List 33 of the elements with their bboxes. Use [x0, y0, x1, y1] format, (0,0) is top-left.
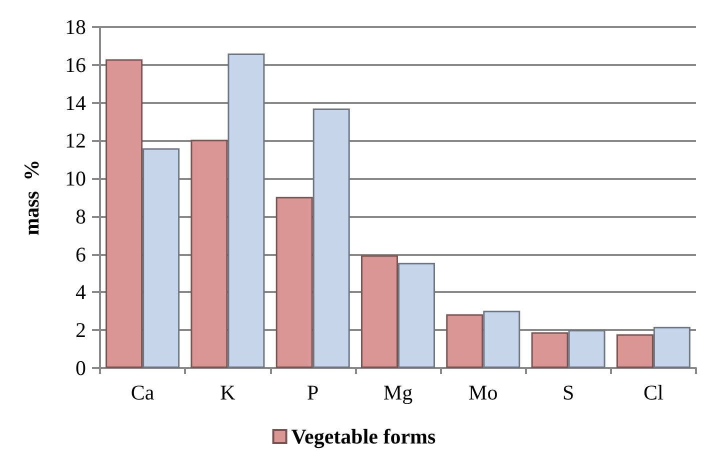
- bar: [653, 326, 690, 368]
- x-tick-label: K: [220, 380, 236, 404]
- bar: [568, 330, 606, 368]
- y-tick-label: 12: [65, 128, 86, 153]
- y-tick-label: 6: [76, 242, 86, 266]
- y-tick-label: 8: [76, 204, 86, 228]
- bar: [276, 196, 313, 368]
- bar: [398, 262, 435, 368]
- bar: [616, 334, 654, 368]
- bar: [142, 148, 180, 368]
- bar: [312, 108, 350, 368]
- bar: [190, 140, 228, 368]
- x-tick-label: Mg: [383, 380, 414, 404]
- y-tick-label: 2: [76, 318, 86, 342]
- legend-label: Vegetable forms: [291, 424, 436, 448]
- x-tick-label: Ca: [130, 380, 155, 404]
- y-tick-label: 0: [76, 356, 86, 380]
- bar: [228, 54, 265, 368]
- y-tick-label: 14: [65, 90, 86, 115]
- y-tick-label: 10: [65, 166, 86, 191]
- bar: [531, 332, 568, 368]
- y-tick-label: 18: [65, 15, 86, 39]
- x-tick-label: Mo: [468, 380, 498, 404]
- y-tick-label: 4: [76, 280, 86, 304]
- bar: [446, 314, 484, 368]
- y-axis-title: mass %: [20, 160, 44, 236]
- bar: [106, 59, 143, 368]
- x-tick-label: Cl: [644, 380, 664, 404]
- bar: [483, 310, 520, 368]
- x-tick-label: P: [307, 380, 319, 404]
- x-tick-label: S: [562, 380, 574, 404]
- y-tick-label: 16: [65, 52, 86, 77]
- bar: [361, 255, 398, 368]
